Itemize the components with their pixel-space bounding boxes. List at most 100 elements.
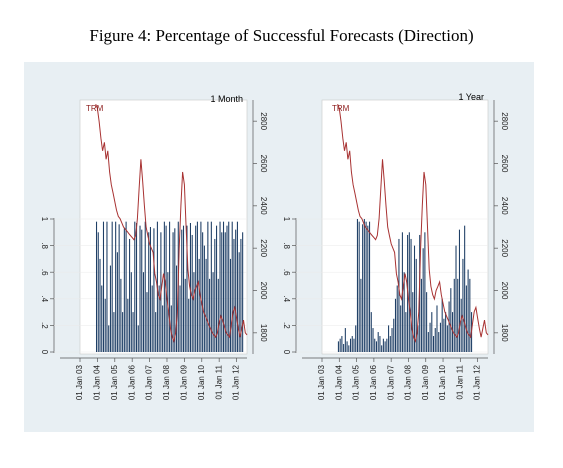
panel-background (321, 99, 489, 355)
right-tick-label: 1800 (500, 324, 509, 342)
bar (424, 232, 426, 352)
right-tick-label: 2400 (500, 197, 509, 215)
panel-label: 1 Year (458, 92, 484, 102)
bar (95, 221, 98, 352)
bar (391, 328, 393, 352)
bar (216, 225, 218, 352)
bar (365, 221, 367, 352)
bar (196, 221, 198, 352)
bar (155, 312, 157, 352)
bar (144, 221, 146, 352)
bar (236, 221, 238, 352)
bar (431, 312, 433, 352)
bar (111, 221, 113, 352)
bar (214, 238, 216, 352)
trm-line (95, 104, 248, 344)
bar (132, 312, 134, 352)
bar (386, 338, 388, 352)
bar (453, 278, 455, 352)
bar (420, 278, 422, 352)
bar (118, 224, 120, 352)
bar (362, 224, 364, 352)
bar (384, 341, 386, 352)
bar (348, 345, 350, 352)
bar (410, 238, 412, 352)
bar (360, 278, 362, 352)
bar (469, 278, 471, 352)
bar (448, 301, 450, 352)
left-tick-label: 0 (282, 350, 291, 355)
bar (113, 312, 115, 352)
bar (134, 221, 136, 352)
bar (363, 219, 365, 352)
x-tick-label: 01 Jan 05 (110, 364, 119, 400)
bar (116, 252, 118, 352)
left-tick-label: .6 (282, 269, 291, 276)
left-tick-label: .8 (40, 242, 49, 249)
bar (355, 325, 357, 352)
bar (228, 221, 230, 352)
x-tick-label: 01 Jan 06 (127, 364, 136, 400)
left-tick-label: .4 (282, 295, 291, 302)
bar (439, 322, 441, 352)
bar (217, 278, 219, 352)
bar (162, 305, 164, 352)
bar (97, 232, 99, 352)
x-tick-label: 01 Jan 11 (214, 364, 223, 399)
bar (464, 225, 466, 352)
bar (346, 341, 348, 352)
bar (163, 221, 165, 352)
bar (129, 238, 131, 352)
bar (149, 226, 151, 352)
x-tick-label: 01 Jan 05 (352, 364, 361, 400)
bar (198, 258, 200, 352)
bar (191, 234, 193, 352)
right-tick-label: 2600 (259, 155, 268, 173)
right-tick-label: 2600 (500, 155, 509, 173)
bar (181, 229, 183, 352)
bar (412, 292, 414, 352)
bar (436, 305, 438, 352)
bar (207, 221, 209, 352)
bar (151, 285, 153, 352)
bar (341, 336, 343, 352)
x-tick-label: 01 Jan 04 (334, 364, 343, 400)
bar (393, 318, 395, 352)
bar (403, 272, 405, 352)
bar (101, 285, 103, 352)
x-tick-label: 01 Jan 12 (232, 364, 241, 400)
bar (417, 325, 419, 352)
bar (240, 238, 242, 352)
bar (186, 225, 188, 352)
bar (210, 221, 212, 352)
bar (358, 221, 360, 352)
bar (167, 272, 169, 352)
bar (102, 221, 105, 352)
bar (441, 298, 443, 352)
bar (427, 332, 429, 352)
bar (369, 221, 371, 352)
bar (125, 221, 127, 352)
right-tick-label: 2000 (500, 282, 509, 300)
bar (426, 292, 428, 352)
bar (353, 338, 355, 352)
right-tick-label: 2800 (259, 112, 268, 130)
bar (429, 322, 431, 352)
bar (224, 232, 226, 352)
x-tick-label: 01 Jan 10 (438, 364, 447, 400)
x-tick-label: 01 Jan 04 (93, 364, 102, 400)
bar (450, 288, 452, 352)
bar (339, 338, 341, 352)
bar (458, 229, 461, 352)
right-tick-label: 2400 (259, 197, 268, 215)
bar (184, 278, 186, 352)
bar (142, 272, 145, 352)
bar (231, 221, 233, 352)
bar (462, 258, 464, 352)
bar (356, 219, 358, 352)
bar (238, 252, 240, 352)
bar (235, 229, 237, 352)
x-tick-label: 01 Jan 08 (162, 364, 171, 400)
bar (446, 325, 448, 352)
